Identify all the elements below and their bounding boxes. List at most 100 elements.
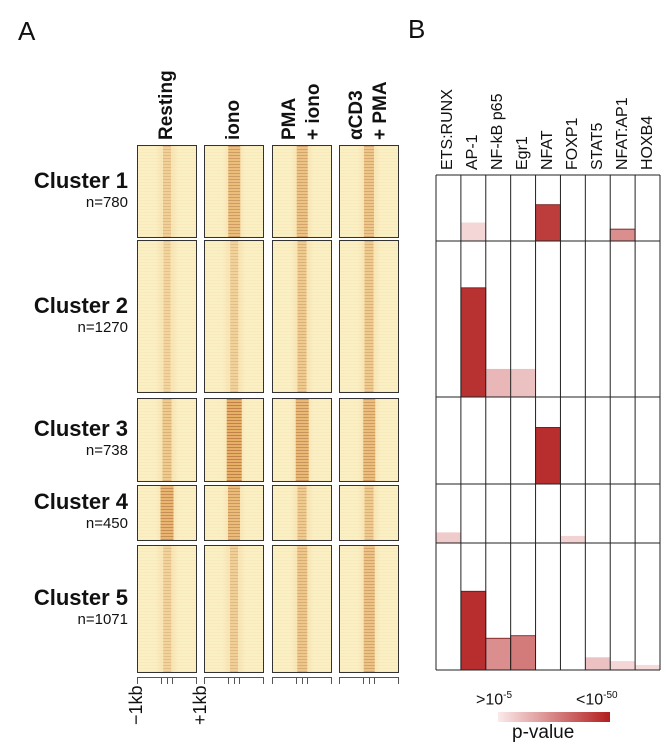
heatmap-cell (339, 485, 399, 541)
heatmap-cell (137, 485, 197, 541)
axis-tick (167, 678, 168, 684)
heatmap-cell (137, 240, 197, 393)
heatmap-cell (272, 398, 332, 482)
legend-title: p-value (512, 722, 575, 743)
peak-signal-band (364, 146, 374, 237)
axis-baseline (137, 677, 197, 678)
axis-baseline (339, 677, 399, 678)
enrichment-bar (485, 637, 512, 671)
axis-tick (234, 678, 235, 684)
cluster-label: Cluster 3 n=738 (0, 416, 128, 464)
enrichment-bar (585, 657, 611, 670)
axis-tick (302, 678, 303, 684)
axis-tick (228, 678, 229, 684)
peak-signal-band (160, 486, 174, 540)
peak-signal-band (228, 486, 240, 540)
axis-tick (398, 678, 399, 684)
cluster-label: Cluster 2 n=1270 (0, 293, 128, 341)
peak-signal-band (297, 486, 307, 540)
heatmap-cell (272, 485, 332, 541)
heatmap-cell (339, 240, 399, 393)
peak-signal-band (163, 146, 171, 237)
heatmap-cell (137, 398, 197, 482)
axis-baseline (204, 677, 264, 678)
enrichment-bar (436, 532, 461, 543)
axis-tick (196, 678, 197, 684)
peak-signal-band (226, 399, 242, 481)
panel-a-letter: A (18, 16, 36, 46)
axis-tick (307, 678, 308, 684)
heatmap-cell (272, 145, 332, 238)
peak-signal-band (296, 146, 308, 237)
axis-tick (374, 678, 375, 684)
cluster-name: Cluster 2 (33, 292, 128, 318)
peak-signal-band (297, 546, 307, 672)
axis-tick (137, 678, 138, 684)
legend-gradient-bar (498, 712, 610, 722)
peak-signal-band (163, 241, 171, 392)
cluster-count: n=1071 (77, 611, 128, 628)
peak-signal-band (364, 486, 374, 540)
legend-gradient (498, 712, 610, 722)
cluster-count: n=1270 (77, 318, 128, 336)
enrichment-bar (610, 661, 636, 670)
heatmap-cell (137, 545, 197, 673)
axis-tick (339, 678, 340, 684)
cluster-name: Cluster 4 (33, 489, 128, 514)
axis-baseline (272, 677, 332, 678)
enrichment-bar (510, 635, 536, 671)
axis-tick (296, 678, 297, 684)
cluster-label: Cluster 1 n=780 (0, 168, 128, 216)
cluster-name: Cluster 5 (33, 585, 128, 610)
enrichment-bar (510, 368, 536, 397)
cluster-name: Cluster 3 (33, 416, 128, 441)
peak-signal-band (295, 399, 309, 481)
legend-high-label: <10-50 (576, 690, 618, 709)
peak-signal-band (363, 399, 375, 481)
peak-signal-band (297, 241, 307, 392)
peak-signal-band (162, 399, 172, 481)
peak-signal-band (230, 241, 238, 392)
enrichment-bar (535, 427, 561, 485)
peak-signal-band (230, 546, 238, 672)
enrichment-bar (460, 590, 487, 671)
legend-low-exponent: -5 (503, 690, 513, 701)
cluster-count: n=450 (85, 515, 128, 532)
axis-tick (239, 678, 240, 684)
heatmap-cell (272, 545, 332, 673)
heatmap-cell (272, 240, 332, 393)
axis-tick (263, 678, 264, 684)
peak-signal-band (363, 546, 375, 672)
cluster-name: Cluster 1 (33, 167, 128, 193)
axis-tick (172, 678, 173, 684)
cluster-count: n=738 (85, 442, 128, 459)
heatmap-cell (339, 145, 399, 238)
peak-signal-band (228, 146, 240, 237)
enrichment-bar (460, 222, 486, 241)
axis-tick (331, 678, 332, 684)
enrichment-bar (535, 204, 561, 242)
heatmap-cell (339, 398, 399, 482)
axis-tick (363, 678, 364, 684)
axis-tick (369, 678, 370, 684)
heatmap-cell (204, 485, 264, 541)
heatmap-cell (204, 545, 264, 673)
axis-tick (204, 678, 205, 684)
cluster-label: Cluster 5 n=1071 (0, 585, 128, 633)
peak-signal-band (163, 546, 171, 672)
heatmap-cell (339, 545, 399, 673)
enrichment-bar (485, 368, 511, 397)
heatmap-cell (204, 240, 264, 393)
cluster-count: n=780 (85, 193, 128, 211)
legend-low-label: >10-5 (476, 690, 513, 709)
axis-tick (272, 678, 273, 684)
heatmap-cell (204, 398, 264, 482)
enrichment-bar (609, 228, 636, 242)
heatmap-cell (137, 145, 197, 238)
heatmap-cell (204, 145, 264, 238)
peak-signal-band (364, 241, 374, 392)
enrichment-bar (635, 664, 660, 670)
legend-high-exponent: -50 (603, 690, 618, 701)
axis-tick (161, 678, 162, 684)
